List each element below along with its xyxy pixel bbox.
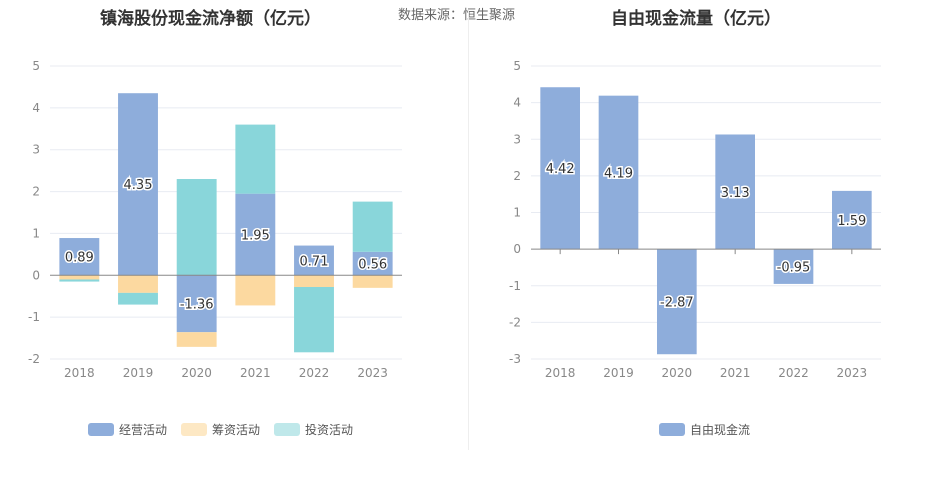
x-tick-label: 2020 bbox=[181, 366, 212, 380]
y-tick-label: 0 bbox=[32, 268, 40, 282]
bar bbox=[118, 275, 158, 293]
data-label: 3.13 bbox=[721, 186, 750, 201]
bar bbox=[176, 275, 217, 333]
x-tick-label: 2019 bbox=[123, 366, 154, 380]
cash-flow-net-chart-panel: 镇海股份现金流净额（亿元） -2 -1 0 1 2 3 4 5 2018 2019 2020 2021… bbox=[28, 9, 402, 438]
y-tick-label: -2 bbox=[28, 352, 40, 366]
bar bbox=[176, 332, 217, 347]
panel-divider bbox=[468, 10, 469, 450]
data-label: -2.87 bbox=[660, 296, 694, 311]
bar bbox=[235, 275, 276, 306]
bar bbox=[59, 279, 100, 282]
legend-label: 经营活动 bbox=[119, 423, 168, 437]
data-label: -1.36 bbox=[180, 298, 214, 313]
x-tick-label: 2021 bbox=[720, 366, 751, 380]
bar bbox=[352, 275, 393, 288]
legend-label: 投资活动 bbox=[305, 423, 354, 437]
y-tick-label: 4 bbox=[513, 96, 521, 110]
x-tick-label: 2019 bbox=[603, 366, 634, 380]
x-tick-label: 2022 bbox=[778, 366, 809, 380]
bar bbox=[118, 292, 158, 305]
y-tick-label: 2 bbox=[513, 169, 521, 183]
data-label: 1.95 bbox=[241, 228, 270, 243]
bar bbox=[773, 249, 814, 284]
bar bbox=[294, 275, 334, 288]
bar bbox=[657, 249, 697, 355]
legend-item-investing[interactable]: 投资活动 bbox=[274, 421, 353, 438]
legend-swatch bbox=[659, 423, 685, 436]
legend-label: 自由现金流 bbox=[690, 423, 751, 437]
legend-swatch bbox=[274, 423, 301, 436]
bar bbox=[294, 287, 334, 353]
y-tick-label: 5 bbox=[513, 59, 521, 73]
bar bbox=[59, 275, 100, 280]
y-tick-label: 1 bbox=[513, 206, 521, 220]
legend-label: 筹资活动 bbox=[212, 423, 261, 437]
y-tick-label: 4 bbox=[32, 101, 40, 115]
data-label: 4.19 bbox=[604, 166, 633, 181]
chart-title: 镇海股份现金流净额（亿元） bbox=[100, 9, 321, 29]
y-tick-label: -1 bbox=[28, 310, 40, 324]
y-tick-label: 3 bbox=[32, 143, 40, 157]
data-label: 0.56 bbox=[358, 258, 387, 273]
bar bbox=[294, 245, 334, 276]
x-tick-label: 2023 bbox=[837, 366, 868, 380]
bar bbox=[352, 251, 393, 276]
x-tick-label: 2018 bbox=[64, 366, 95, 380]
bar bbox=[176, 179, 217, 276]
x-tick-label: 2023 bbox=[357, 366, 388, 380]
x-tick-label: 2020 bbox=[662, 366, 693, 380]
y-tick-label: -2 bbox=[509, 315, 521, 329]
data-label: 4.42 bbox=[546, 162, 575, 177]
bar bbox=[832, 190, 872, 250]
x-tick-label: 2021 bbox=[240, 366, 271, 380]
legend-item-free-cash-flow[interactable]: 自由现金流 bbox=[659, 421, 750, 438]
bar bbox=[715, 134, 755, 250]
y-tick-label: -3 bbox=[509, 352, 521, 366]
x-tick-label: 2018 bbox=[545, 366, 576, 380]
bar bbox=[59, 238, 100, 276]
legend-item-operating[interactable]: 经营活动 bbox=[88, 421, 167, 438]
y-tick-label: 1 bbox=[32, 226, 40, 240]
bar bbox=[540, 87, 580, 250]
y-tick-label: 5 bbox=[32, 59, 40, 73]
bar bbox=[598, 95, 639, 250]
bar bbox=[118, 93, 158, 276]
x-tick-label: 2022 bbox=[299, 366, 330, 380]
chart-legend: 自由现金流 bbox=[659, 421, 750, 438]
free-cash-flow-chart: -3 -2 -1 0 1 2 3 4 5 2018 2019 2020 2021 2022 2023 4.42… bbox=[509, 59, 881, 380]
data-label: 0.89 bbox=[65, 251, 94, 266]
chart-legend: 经营活动 筹资活动 投资活动 bbox=[88, 421, 353, 438]
bar bbox=[235, 124, 276, 194]
data-source-label: 数据来源：恒生聚源 bbox=[398, 8, 516, 23]
y-tick-label: 2 bbox=[32, 185, 40, 199]
cash-flow-net-chart: -2 -1 0 1 2 3 4 5 2018 2019 2020 2021 2022 2023 0.89 4.… bbox=[28, 59, 402, 380]
y-tick-label: 3 bbox=[513, 132, 521, 146]
legend-item-financing[interactable]: 筹资活动 bbox=[181, 421, 260, 438]
legend-swatch bbox=[88, 423, 114, 436]
y-tick-label: -1 bbox=[509, 279, 521, 293]
bar bbox=[352, 201, 393, 252]
data-label: 0.71 bbox=[300, 254, 329, 269]
data-label: 4.35 bbox=[124, 178, 153, 193]
chart-title: 自由现金流量（亿元） bbox=[611, 9, 781, 29]
y-tick-label: 0 bbox=[513, 242, 521, 256]
legend-swatch bbox=[181, 423, 208, 436]
bar bbox=[235, 193, 276, 276]
free-cash-flow-chart-panel: 自由现金流量（亿元） -3 -2 -1 0 1 2 3 4 5 2018 2019 2020 2021 2… bbox=[469, 0, 935, 504]
data-label: -0.95 bbox=[777, 261, 811, 276]
data-label: 1.59 bbox=[837, 214, 866, 229]
